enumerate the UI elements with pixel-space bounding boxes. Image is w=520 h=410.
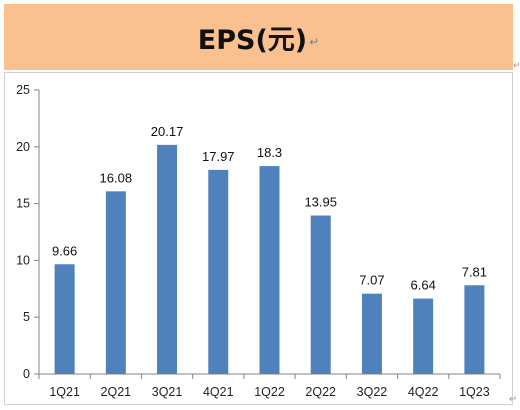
return-mark-icon: ↵ [309, 35, 320, 49]
chart-frame: 0 5 10 15 20 25 9.66 1Q21 16.08 2Q21 20.17 3Q21 17.9… [4, 72, 513, 405]
data-label-4Q22: 6.64 [411, 278, 436, 293]
data-label-1Q21: 9.66 [52, 243, 77, 258]
data-label-2Q22: 13.95 [304, 195, 337, 210]
y-tick-label: 15 [16, 197, 30, 211]
x-tick-label-4Q22: 4Q22 [408, 385, 439, 399]
bar-4Q21 [208, 169, 229, 374]
x-tick-label-2Q22: 2Q22 [305, 385, 336, 399]
bar-1Q23 [464, 285, 485, 374]
bar-3Q21 [157, 144, 178, 374]
x-tick-label-4Q21: 4Q21 [203, 385, 234, 399]
chart-title: EPS(元) [197, 24, 308, 56]
data-label-1Q23: 7.81 [462, 264, 487, 279]
y-tick-label: 25 [16, 83, 30, 97]
bar-2Q22 [310, 215, 331, 374]
bar-chart: 0 5 10 15 20 25 9.66 1Q21 16.08 2Q21 20.17 3Q21 17.9… [16, 83, 501, 399]
x-tick-label-3Q22: 3Q22 [357, 385, 388, 399]
y-tick-label: 20 [16, 140, 30, 154]
bar-4Q22 [413, 298, 434, 374]
y-tick-label: 10 [16, 253, 30, 267]
data-label-4Q21: 17.97 [202, 149, 235, 164]
title-band: EPS(元) ↵ [4, 4, 513, 70]
x-tick-label-1Q22: 1Q22 [254, 385, 285, 399]
x-tick-label-1Q23: 1Q23 [459, 385, 490, 399]
data-label-1Q22: 18.3 [257, 145, 282, 160]
data-label-3Q22: 7.07 [359, 273, 384, 288]
bottom-mark-icon: ↵ [509, 394, 518, 405]
bar-1Q22 [259, 166, 280, 374]
bar-2Q21 [105, 191, 126, 374]
bar-1Q21 [54, 264, 75, 374]
data-label-2Q21: 16.08 [100, 170, 133, 185]
y-tick-label: 5 [23, 310, 30, 324]
x-tick-label-1Q21: 1Q21 [49, 385, 80, 399]
side-mark-icon: ↵ [513, 60, 520, 70]
bar-3Q22 [361, 293, 382, 374]
x-tick-label-2Q21: 2Q21 [101, 385, 132, 399]
y-tick-label: 0 [23, 367, 30, 381]
x-tick-label-3Q21: 3Q21 [152, 385, 183, 399]
data-label-3Q21: 20.17 [151, 124, 184, 139]
